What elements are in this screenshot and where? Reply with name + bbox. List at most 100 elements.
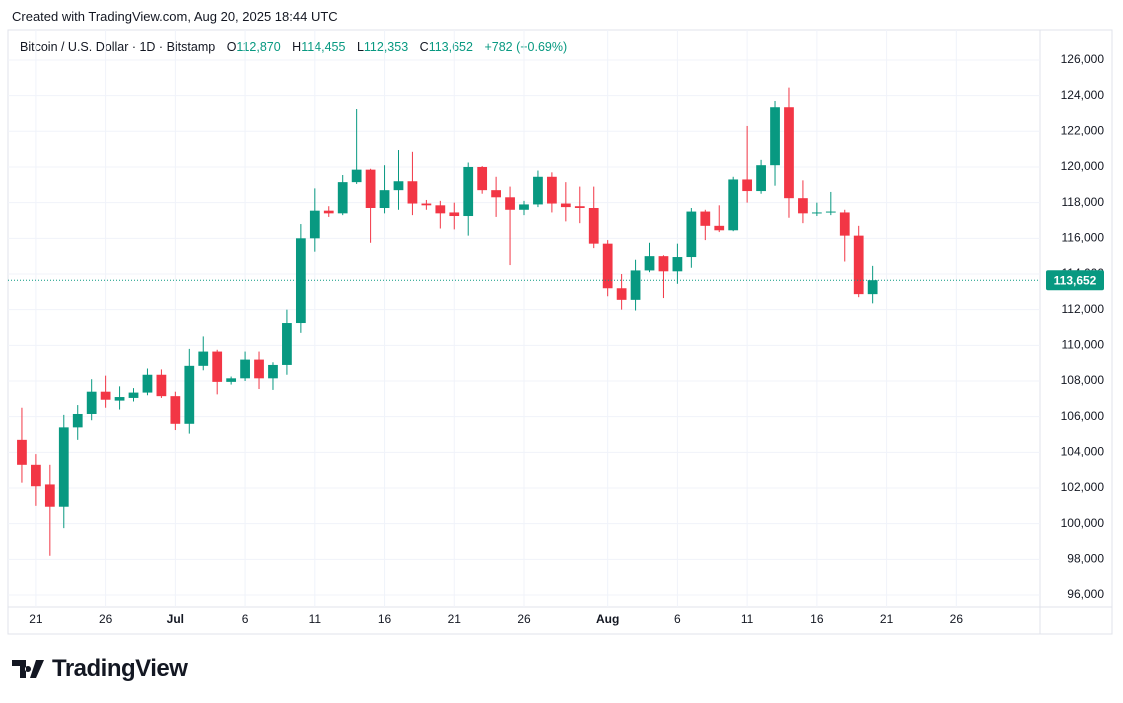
candle-body bbox=[170, 396, 181, 424]
candle-body bbox=[31, 464, 41, 487]
candle-body bbox=[337, 182, 348, 214]
candle-body bbox=[86, 391, 97, 414]
x-tick-label: Jul bbox=[167, 612, 184, 626]
y-tick-label: 106,000 bbox=[1061, 409, 1105, 423]
brand: TradingView bbox=[12, 655, 188, 683]
y-tick-label: 102,000 bbox=[1061, 480, 1105, 494]
ohlc-key: L bbox=[356, 40, 364, 54]
candle-body bbox=[630, 270, 641, 300]
candle-body bbox=[728, 179, 739, 231]
candle-body bbox=[365, 169, 376, 208]
candle-body bbox=[282, 323, 292, 365]
candle-body bbox=[714, 225, 725, 231]
candle-body bbox=[742, 179, 753, 192]
ohlc-value: 112,870 bbox=[236, 40, 281, 54]
candle-body bbox=[226, 378, 237, 382]
candle-body bbox=[212, 351, 223, 382]
candle-body bbox=[867, 280, 878, 295]
x-tick-label: 21 bbox=[880, 612, 894, 626]
candle-body bbox=[798, 198, 808, 214]
change: +782 (+0.69%) bbox=[484, 40, 568, 54]
x-tick-label: Aug bbox=[596, 612, 619, 626]
candle-body bbox=[588, 207, 599, 244]
last-price-box bbox=[1046, 270, 1104, 291]
x-tick-label: 26 bbox=[950, 612, 964, 626]
y-tick-label: 100,000 bbox=[1061, 516, 1105, 530]
candle-body bbox=[100, 391, 111, 400]
candle-body bbox=[254, 359, 264, 379]
candle-body bbox=[574, 206, 585, 208]
candle-body bbox=[421, 203, 432, 206]
candle-body bbox=[379, 190, 390, 208]
y-tick-label: 112,000 bbox=[1062, 302, 1105, 316]
candle-body bbox=[602, 243, 613, 289]
candle-body bbox=[240, 359, 250, 379]
y-tick-label: 96,000 bbox=[1067, 587, 1104, 601]
candle-body bbox=[351, 169, 362, 183]
candle-body bbox=[784, 107, 794, 199]
x-tick-label: 11 bbox=[309, 612, 322, 626]
candle-body bbox=[268, 364, 278, 379]
candle-body bbox=[560, 203, 571, 208]
y-tick-label: 120,000 bbox=[1061, 159, 1105, 173]
candle-body bbox=[156, 374, 167, 397]
x-tick-label: 21 bbox=[448, 612, 462, 626]
candle-body bbox=[491, 190, 501, 198]
x-tick-label: 21 bbox=[29, 612, 43, 626]
y-tick-label: 126,000 bbox=[1061, 52, 1105, 66]
x-tick-label: 16 bbox=[378, 612, 392, 626]
candle-body bbox=[811, 212, 822, 214]
y-tick-label: 104,000 bbox=[1061, 445, 1105, 459]
candle-body bbox=[435, 205, 446, 214]
x-tick-label: 6 bbox=[674, 612, 681, 626]
y-tick-label: 116,000 bbox=[1062, 230, 1105, 244]
symbol: Bitcoin / U.S. Dollar · 1D · Bitstamp bbox=[20, 40, 216, 54]
candle-body bbox=[770, 107, 780, 166]
candle-body bbox=[309, 210, 320, 239]
candle-body bbox=[184, 365, 195, 424]
last-price-label: 113,652 bbox=[1054, 273, 1097, 287]
candle-body bbox=[756, 165, 766, 192]
ohlc-value: 112,353 bbox=[363, 40, 409, 54]
candle-body bbox=[672, 257, 683, 272]
candle-body bbox=[519, 204, 529, 210]
candle-body bbox=[533, 176, 543, 205]
candle-body bbox=[114, 397, 125, 401]
candle-body bbox=[477, 166, 488, 191]
candle-body bbox=[853, 235, 864, 295]
x-tick-label: 11 bbox=[741, 612, 754, 626]
header: Created with TradingView.com, Aug 20, 20… bbox=[12, 9, 338, 24]
y-tick-label: 124,000 bbox=[1061, 88, 1105, 102]
candle-body bbox=[72, 413, 83, 428]
brand-logo bbox=[12, 660, 44, 678]
candle-body bbox=[295, 238, 306, 324]
ohlc-value: 113,652 bbox=[428, 40, 473, 54]
candle-body bbox=[407, 181, 418, 204]
candle-body bbox=[825, 211, 836, 213]
legend: Bitcoin / U.S. Dollar · 1D · Bitstamp O1… bbox=[20, 40, 575, 54]
y-tick-label: 98,000 bbox=[1067, 552, 1104, 566]
candle-body bbox=[463, 166, 474, 217]
brand-name: TradingView bbox=[52, 655, 188, 682]
candle-body bbox=[449, 212, 460, 217]
y-tick-label: 118,000 bbox=[1062, 195, 1105, 209]
candle-body bbox=[323, 210, 334, 214]
frame bbox=[7, 29, 1113, 635]
x-tick-label: 16 bbox=[810, 612, 824, 626]
ohlc-key: C bbox=[419, 40, 429, 54]
candle-body bbox=[44, 484, 55, 507]
candle-body bbox=[505, 197, 515, 210]
chart: 96,000 98,000 100,000 102,000 104,000 106,000… bbox=[7, 29, 1113, 635]
candle-body bbox=[686, 211, 697, 258]
candle-body bbox=[128, 392, 139, 398]
candle-body bbox=[658, 256, 669, 272]
y-tick-label: 108,000 bbox=[1061, 373, 1105, 387]
candle-body bbox=[616, 288, 627, 300]
candle-body bbox=[393, 181, 404, 191]
candle-body bbox=[700, 211, 711, 226]
y-tick-label: 110,000 bbox=[1062, 337, 1105, 351]
grid bbox=[8, 30, 1040, 607]
candle-body bbox=[547, 176, 557, 204]
x-tick-label: 26 bbox=[99, 612, 113, 626]
candle-body bbox=[644, 256, 655, 271]
